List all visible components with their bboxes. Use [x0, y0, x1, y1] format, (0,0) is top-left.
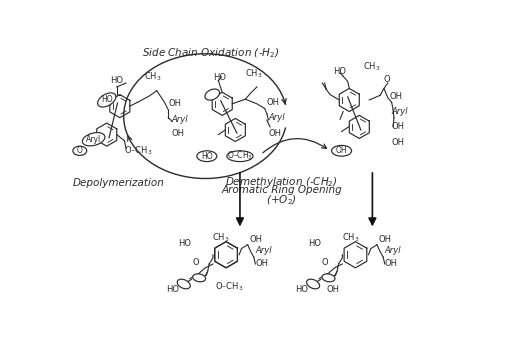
Text: Aromatic Ring Opening: Aromatic Ring Opening	[221, 185, 342, 195]
Text: Aryl: Aryl	[392, 107, 408, 116]
Text: O: O	[77, 146, 83, 155]
Ellipse shape	[192, 274, 206, 282]
Text: O: O	[384, 75, 390, 84]
Text: (+O$_2$): (+O$_2$)	[266, 193, 297, 207]
Text: HO: HO	[110, 76, 123, 85]
Text: CH$_3$: CH$_3$	[212, 232, 230, 244]
Ellipse shape	[332, 145, 351, 156]
Text: Aryl: Aryl	[86, 135, 102, 144]
Text: HO: HO	[166, 285, 179, 294]
Ellipse shape	[307, 279, 320, 289]
Text: Demethylation (-CH$_2$): Demethylation (-CH$_2$)	[225, 175, 338, 190]
Ellipse shape	[197, 151, 217, 162]
Text: O–CH$_3$: O–CH$_3$	[227, 150, 253, 162]
Ellipse shape	[73, 146, 87, 155]
Text: O–CH$_3$: O–CH$_3$	[215, 281, 243, 293]
Text: OH: OH	[392, 122, 405, 132]
Text: OH: OH	[385, 259, 398, 268]
Ellipse shape	[97, 93, 116, 107]
Text: HO: HO	[295, 285, 309, 294]
Text: Aryl: Aryl	[385, 246, 401, 255]
Text: OH: OH	[392, 138, 405, 147]
Text: HO: HO	[308, 239, 321, 248]
Text: CH$_3$: CH$_3$	[144, 71, 162, 83]
Text: OH: OH	[326, 285, 339, 294]
Text: CH$_3$: CH$_3$	[244, 67, 262, 80]
Text: HO: HO	[201, 152, 213, 161]
Text: HO: HO	[101, 96, 113, 104]
Text: OH: OH	[168, 99, 181, 108]
Text: HO: HO	[178, 239, 191, 248]
Text: O: O	[322, 258, 328, 267]
Ellipse shape	[177, 279, 190, 289]
Text: OH: OH	[389, 92, 402, 101]
Ellipse shape	[322, 274, 335, 282]
Text: Aryl: Aryl	[256, 246, 272, 255]
Ellipse shape	[82, 133, 105, 146]
Ellipse shape	[205, 89, 220, 100]
Text: OH: OH	[256, 259, 268, 268]
Ellipse shape	[227, 151, 253, 162]
Text: Side Chain Oxidation (-H$_2$): Side Chain Oxidation (-H$_2$)	[142, 47, 279, 60]
Text: O: O	[192, 258, 199, 267]
Text: HO: HO	[333, 67, 346, 76]
Text: CH$_3$: CH$_3$	[341, 232, 359, 244]
Text: OH: OH	[171, 129, 184, 138]
Text: Aryl: Aryl	[171, 116, 188, 124]
Text: Aryl: Aryl	[269, 113, 285, 122]
Text: Depolymerization: Depolymerization	[72, 178, 164, 188]
Text: OH: OH	[249, 235, 262, 244]
Text: OH: OH	[336, 146, 347, 155]
Text: HO: HO	[214, 73, 226, 82]
Text: O–CH$_3$: O–CH$_3$	[124, 144, 153, 157]
Text: OH: OH	[269, 128, 281, 138]
Text: CH$_3$: CH$_3$	[363, 61, 381, 73]
Text: OH: OH	[266, 98, 279, 107]
Text: OH: OH	[379, 235, 391, 244]
